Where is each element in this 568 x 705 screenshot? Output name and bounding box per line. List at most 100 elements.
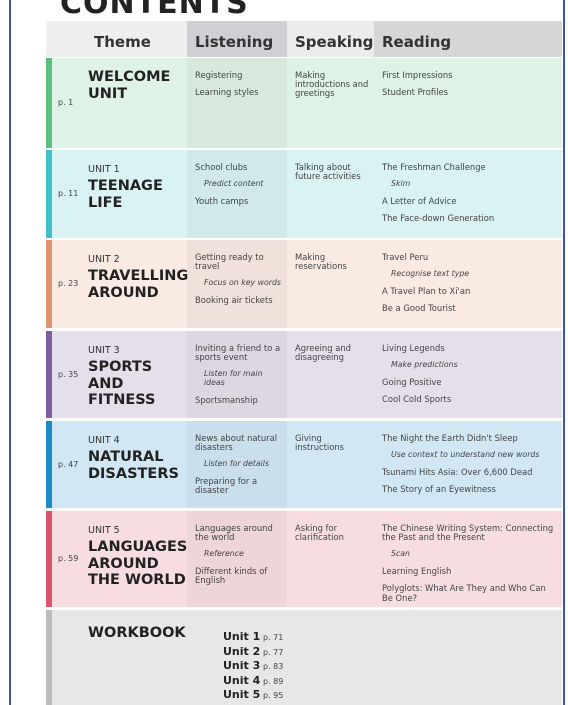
listening-cell: Registering Learning styles [187, 58, 287, 105]
workbook-unit: Unit 5 [223, 688, 261, 701]
page-number: p. 11 [58, 189, 79, 198]
row-background [46, 511, 562, 607]
strategy: Predict content [204, 179, 264, 189]
speaking-cell: Making introductions and greetings [287, 58, 374, 107]
listening-cell: News about natural disasters Listen for d… [187, 421, 287, 504]
unit-row: p. 47 UNIT 4 NATURAL DISASTERS News about n… [46, 421, 562, 508]
strategy: Make predictions [391, 360, 458, 370]
page-number: p. 1 [58, 98, 74, 107]
reading-cell: First Impressions Student Profiles [374, 58, 562, 105]
theme-title: WELCOME UNIT [88, 69, 171, 102]
workbook-unit: Unit 1 [223, 630, 261, 643]
theme-cell: WELCOME UNIT [88, 69, 186, 102]
strategy: Listen for details [204, 459, 270, 469]
accent-bar [46, 511, 52, 607]
strategy: Reference [204, 549, 244, 559]
strategy: Listen for main ideas [204, 369, 263, 388]
topic: Sportsmanship [195, 394, 258, 405]
workbook-page: p. 77 [263, 647, 284, 657]
page-number: p. 47 [58, 459, 79, 469]
unit-row: p. 23 UNIT 2 TRAVELLING AROUND Getting read… [46, 240, 562, 328]
unit-label: UNIT 2 [88, 254, 120, 265]
reading-cell: Travel Peru Recognise text type A Travel P… [374, 240, 562, 321]
topic: Languages around the world [195, 523, 273, 543]
theme-cell: UNIT 3 SPORTS AND FITNESS [88, 345, 186, 409]
reading-cell: The Chinese Writing System: Connecting t… [374, 511, 562, 607]
listening-cell: Inviting a friend to a sports event Liste… [187, 331, 287, 413]
workbook-title: WORKBOOK [88, 625, 186, 641]
topic: Getting ready to travel [195, 252, 264, 272]
topic: Giving instructions [295, 433, 345, 453]
topic: Be a Good Tourist [382, 303, 456, 314]
topic: A Letter of Advice [382, 195, 457, 206]
workbook-entry: Unit 2 p. 77 [223, 640, 283, 659]
unit-label: UNIT 5 [88, 525, 120, 536]
accent-bar [46, 421, 52, 508]
accent-bar [46, 58, 52, 148]
topic: Different kinds of English [195, 566, 268, 586]
workbook-page: p. 95 [263, 691, 284, 700]
page-number: p. 35 [58, 369, 79, 379]
theme-cell: UNIT 1 TEENAGE LIFE [88, 164, 186, 211]
row-background [46, 150, 562, 238]
unit-label: UNIT 1 [88, 164, 120, 175]
topic: The Freshman Challenge [382, 162, 486, 172]
topic: Registering [195, 70, 243, 80]
theme-title: LANGUAGES AROUND THE WORLD [88, 539, 188, 589]
accent-bar [46, 610, 52, 705]
page-number: p. 23 [58, 279, 79, 288]
topic: The Night the Earth Didn't Sleep [382, 433, 518, 443]
row-background [46, 421, 562, 508]
accent-bar [46, 240, 52, 328]
listening-cell: Getting ready to travel Focus on key word… [187, 240, 287, 313]
topic: Talking about future activities [295, 162, 361, 182]
topic: The Chinese Writing System: Connecting t… [382, 523, 554, 543]
topic: School clubs [195, 162, 248, 172]
page-frame [9, 0, 565, 705]
topic: Living Legends [382, 343, 445, 353]
column-header: Theme [46, 21, 187, 57]
page-number: p. 59 [58, 554, 79, 563]
strategy: Scan [391, 549, 410, 559]
accent-bar [46, 331, 52, 418]
topic: The Face-down Generation [382, 213, 495, 224]
listening-cell: School clubs Predict content Youth camps [187, 150, 287, 214]
topic: The Story of an Eyewitness [382, 484, 496, 495]
workbook-entry: Unit 4 p. 89 [223, 669, 283, 688]
topic: Cool Cold Sports [382, 394, 452, 405]
workbook-unit: Unit 4 [223, 673, 261, 687]
strategy: Use context to understand new words [391, 450, 540, 460]
speaking-cell: Asking for clarification [287, 511, 374, 550]
theme-cell: UNIT 4 NATURAL DISASTERS [88, 435, 186, 482]
row-background [46, 331, 562, 418]
topic: Learning English [382, 566, 452, 577]
unit-row: p. 59 UNIT 5 LANGUAGES AROUND THE WORLD Lan… [46, 511, 562, 607]
topic: First Impressions [382, 70, 453, 80]
topic: Student Profiles [382, 87, 449, 98]
topic: Going Positive [382, 376, 442, 387]
topic: Inviting a friend to a sports event [195, 343, 281, 363]
theme-cell: UNIT 5 LANGUAGES AROUND THE WORLD [88, 525, 188, 589]
unit-label: UNIT 4 [88, 435, 120, 446]
row-background [46, 240, 562, 328]
column-header: Speaking [287, 21, 374, 57]
theme-title: TRAVELLING AROUND [88, 268, 189, 301]
unit-label: UNIT 3 [88, 345, 120, 356]
speaking-cell: Making reservations [287, 240, 374, 279]
listening-cell: Languages around the world Reference Diffe… [187, 511, 287, 594]
speaking-cell: Agreeing and disagreeing [287, 331, 374, 370]
topic: Asking for clarification [295, 523, 344, 543]
workbook-page: p. 71 [263, 633, 284, 642]
strategy: Focus on key words [204, 278, 281, 288]
unit-row: p. 35 UNIT 3 SPORTS AND FITNESS Inviting a … [46, 331, 562, 418]
theme-title: SPORTS AND FITNESS [88, 359, 156, 409]
topic: Polyglots: What Are They and Who Can Be … [382, 583, 546, 603]
topic: Booking air tickets [195, 295, 273, 306]
workbook-unit: Unit 2 [223, 644, 261, 658]
accent-bar [46, 150, 52, 238]
title: CONTENTS [60, 0, 249, 21]
unit-row: p. 1 WELCOME UNIT Registering Learning styl… [46, 58, 562, 148]
theme-title: TEENAGE LIFE [88, 178, 163, 211]
row-background [46, 58, 562, 148]
